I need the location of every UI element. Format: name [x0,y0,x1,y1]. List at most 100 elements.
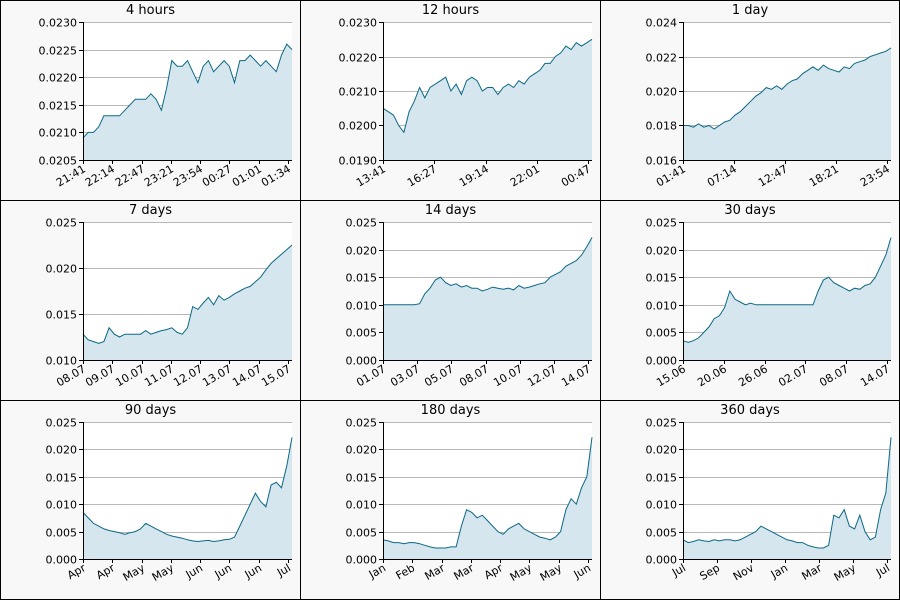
y-tick-label: 0.020 [46,263,78,276]
x-tick-label: 11.07 [142,362,176,389]
y-tick-label: 0.025 [346,217,378,230]
x-tick-label: Feb [394,561,417,582]
y-tick-label: 0.022 [646,52,678,65]
x-tick-label: Jul [274,561,293,579]
series-area [383,39,592,160]
x-tick-label: 02.07 [776,362,810,389]
y-tick-label: 0.000 [346,355,378,368]
series-line [82,437,293,543]
y-tick-label: 0.0225 [39,45,78,58]
series-area [683,237,891,360]
y-tick-label: 0.016 [646,155,678,168]
y-tick-label: 0.025 [646,217,678,230]
chart-title: 180 days [420,403,481,418]
x-tick-label: 09.07 [83,362,117,389]
x-tick-label: Jun [242,561,264,581]
chart-svg: 0.02050.02100.02150.02200.02250.023021:4… [39,17,294,190]
chart-title: 14 days [424,203,477,218]
x-tick-label: May [121,561,148,584]
x-tick-label: May [150,561,177,584]
x-tick-label: 20.06 [695,362,729,389]
y-tick-label: 0.000 [46,554,78,567]
x-tick-label: 18:21 [807,162,841,189]
y-tick-label: 0.015 [346,272,378,285]
y-tick-label: 0.000 [646,355,678,368]
y-tick-label: 0.0210 [339,86,378,99]
y-tick-label: 0.005 [646,327,678,340]
x-tick-label: 16:27 [405,162,439,189]
x-tick-label: 22:01 [508,162,542,189]
x-tick-label: May [538,561,565,584]
y-tick-label: 0.020 [346,444,378,457]
series-line [683,47,892,130]
x-tick-label: Jun [571,561,593,581]
series-area [383,437,592,559]
y-tick-label: 0.005 [646,527,678,540]
x-tick-label: 12.07 [171,362,205,389]
chart-svg: 0.0100.0150.0200.02508.0709.0710.0711.07… [46,217,294,390]
y-tick-label: 0.0220 [339,52,378,65]
series-line [682,237,892,343]
y-tick-label: 0.0210 [39,127,78,140]
series-area [83,44,292,160]
chart-title: 1 day [731,3,769,18]
series-line [382,437,593,549]
x-tick-label: Sep [698,561,722,583]
y-tick-label: 0.0220 [39,72,78,85]
chart-panel: 0.0205 0.0210 0.0215 0.0220 0.0225 0.0230 21:4… [0,0,301,201]
y-tick-label: 0.025 [646,417,678,430]
y-tick-label: 0.015 [346,472,378,485]
y-tick-label: 0.020 [646,444,678,457]
y-tick-label: 0.005 [46,527,78,540]
x-tick-label: May [832,561,859,584]
chart-svg: 0.000 0.005 0.010 0.015 0.020 0.025 Jul Sep Nov J… [646,417,893,584]
x-tick-label: 19:14 [457,162,491,189]
chart-title: 360 days [720,403,780,418]
x-tick-label: 23:21 [142,162,176,189]
y-tick-label: 0.015 [646,472,678,485]
x-tick-label: Mar [800,561,825,583]
y-tick-label: 0.000 [646,554,678,567]
x-tick-label: 14.07 [858,362,892,389]
x-tick-label: Jan [768,561,790,581]
chart-panel: 0.000 0.005 0.010 0.015 0.020 0.025 Apr Apr May M… [0,400,301,600]
chart-panel: 0.0190 0.0200 0.0210 0.0220 0.0230 13:41 16:27… [300,0,601,201]
x-tick-label: Mar [423,561,448,583]
y-tick-label: 0.020 [46,444,78,457]
chart-panel: 0.000 0.005 0.010 0.015 0.020 0.025 15.06 20.06… [600,200,900,401]
x-tick-label: 23:54 [171,162,205,189]
y-tick-label: 0.024 [646,17,678,30]
y-tick-label: 0.000 [346,554,378,567]
series-line [682,437,892,549]
x-tick-label: Apr [482,561,505,582]
y-tick-label: 0.020 [646,245,678,258]
x-tick-label: 14.07 [230,362,264,389]
x-tick-label: 12.07 [525,362,559,389]
y-tick-label: 0.018 [646,120,678,133]
series-line [382,38,593,134]
chart-title: 90 days [124,403,177,418]
y-tick-label: 0.020 [646,86,678,99]
y-tick-label: 0.010 [346,499,378,512]
y-tick-label: 0.015 [46,472,78,485]
y-tick-label: 0.020 [346,245,378,258]
y-tick-label: 0.025 [46,217,78,230]
x-tick-label: Jun [212,561,234,581]
series-line [82,244,293,344]
series-area [683,437,891,559]
chart-title: 12 hours [421,3,480,18]
chart-title: 7 days [128,203,173,218]
series-area [83,437,292,559]
y-tick-label: 0.0200 [339,120,378,133]
series-area [683,47,891,160]
x-tick-label: 00:47 [559,162,593,189]
x-tick-label: 15.07 [259,362,293,389]
series-line [383,237,593,306]
chart-panel: 0.000 0.005 0.010 0.015 0.020 0.025 01.07 03.07… [300,200,601,401]
x-tick-label: May [508,561,535,584]
chart-panel: 0.016 0.018 0.020 0.022 0.024 01:41 07:14 12:47… [600,0,900,201]
